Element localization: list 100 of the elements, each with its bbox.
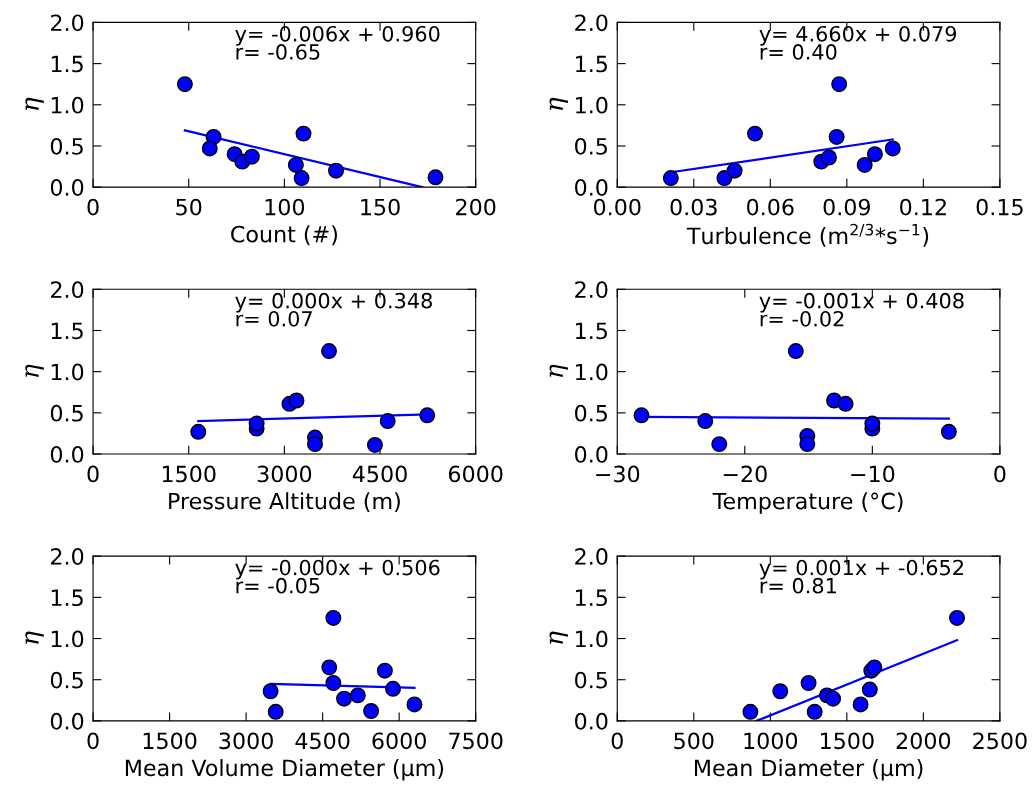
point — [711, 436, 728, 453]
y-tick-label: 0.5 — [575, 404, 607, 422]
y-tick-label: 2.0 — [575, 14, 608, 32]
point — [287, 156, 304, 173]
y-tick-label: 1.0 — [51, 96, 84, 114]
point — [726, 162, 743, 179]
x-axis-title: Temperature (°C) — [712, 492, 903, 514]
y-axis-title: η — [549, 631, 569, 644]
y-axis-title: η — [25, 631, 44, 644]
point — [856, 156, 873, 173]
x-tick-label: 3000 — [257, 465, 312, 483]
point — [806, 703, 823, 720]
point — [825, 690, 842, 707]
y-tick-label: 0.5 — [575, 137, 607, 155]
x-tick-label: 3000 — [219, 732, 273, 750]
y-tick-label: 1.0 — [576, 96, 608, 114]
point — [363, 703, 380, 719]
y-tick-label: 1.5 — [576, 589, 607, 607]
point — [742, 703, 759, 720]
x-tick-label: 0.12 — [900, 198, 946, 216]
x-tick-label: 0.06 — [747, 198, 794, 216]
y-axis-title: η — [25, 97, 44, 111]
x-tick-label: 50 — [176, 198, 202, 216]
point — [267, 703, 284, 720]
x-axis-title: Mean Volume Diameter (μm) — [125, 759, 444, 781]
x-tick-label: 7500 — [449, 732, 503, 750]
point — [861, 681, 878, 698]
point — [787, 343, 804, 360]
y-tick-label: 1.5 — [51, 55, 83, 73]
point — [940, 423, 957, 440]
y-tick-label: 1.0 — [51, 630, 84, 648]
point — [325, 609, 342, 626]
point — [866, 146, 883, 163]
x-tick-label: 0.09 — [823, 198, 871, 216]
point — [349, 687, 366, 704]
x-tick-label: 0 — [87, 732, 99, 750]
x-tick-label: 6000 — [372, 732, 426, 750]
point — [321, 343, 337, 360]
x-tick-label: 0 — [87, 465, 99, 483]
point — [385, 680, 402, 697]
y-tick-label: 1.0 — [51, 363, 84, 381]
y-axis-title: η — [549, 97, 569, 111]
y-tick-label: 2.0 — [575, 548, 608, 565]
y-tick-label: 2.0 — [51, 14, 84, 32]
y-tick-label: 1.5 — [576, 322, 607, 340]
point — [406, 696, 423, 713]
x-tick-label: 2000 — [896, 732, 951, 750]
point — [243, 148, 260, 165]
point — [633, 407, 650, 424]
x-tick-label: 0.15 — [976, 198, 1023, 216]
point — [336, 690, 353, 707]
y-tick-label: 1.0 — [576, 630, 608, 648]
x-tick-label: 4500 — [295, 732, 350, 750]
y-tick-label: 0.5 — [50, 671, 83, 689]
x-tick-label: 0.03 — [670, 198, 717, 216]
y-tick-label: 1.5 — [51, 589, 83, 607]
point — [307, 436, 323, 453]
point — [831, 76, 848, 93]
y-tick-label: 2.0 — [51, 281, 84, 299]
x-axis-title: Mean Diameter (μm) — [694, 759, 923, 781]
point — [379, 413, 396, 430]
point — [949, 609, 966, 626]
point — [325, 675, 342, 691]
y-tick-label: 2.0 — [51, 548, 84, 565]
x-axis-title: Turbulence (m$^{2/3}$*s$^{−1}$) — [686, 223, 929, 247]
point — [293, 170, 310, 187]
y-tick-label: 1.5 — [576, 55, 607, 73]
point — [697, 413, 714, 430]
y-tick-label: 0.0 — [575, 712, 608, 730]
x-axis-title: Count (#) — [231, 225, 337, 246]
x-tick-label: 0.00 — [593, 198, 641, 216]
point — [772, 683, 789, 700]
y-tick-label: 0.0 — [575, 445, 608, 463]
y-tick-label: 0.0 — [50, 712, 84, 730]
point — [799, 436, 816, 453]
point — [884, 140, 901, 157]
x-tick-label: 0 — [611, 732, 623, 750]
x-tick-label: 1500 — [143, 732, 197, 750]
x-tick-label: 200 — [456, 198, 496, 216]
point — [328, 162, 345, 179]
point — [366, 436, 383, 453]
x-tick-label: −20 — [723, 465, 767, 483]
y-tick-label: 0.0 — [575, 179, 608, 196]
x-tick-label: 1000 — [744, 732, 798, 750]
point — [190, 423, 207, 440]
point — [427, 169, 444, 186]
point — [800, 675, 817, 691]
y-tick-label: 1.0 — [576, 363, 608, 381]
point — [321, 659, 338, 676]
point — [662, 170, 679, 187]
y-tick-label: 1.5 — [51, 322, 83, 340]
y-tick-label: 0.0 — [50, 179, 84, 196]
x-tick-label: 1500 — [820, 732, 874, 750]
x-tick-label: 4500 — [352, 465, 407, 483]
point — [837, 395, 854, 412]
point — [288, 392, 305, 409]
y-axis-title: η — [25, 364, 44, 377]
point — [852, 696, 869, 713]
x-tick-label: 100 — [265, 198, 305, 216]
point — [201, 140, 218, 157]
